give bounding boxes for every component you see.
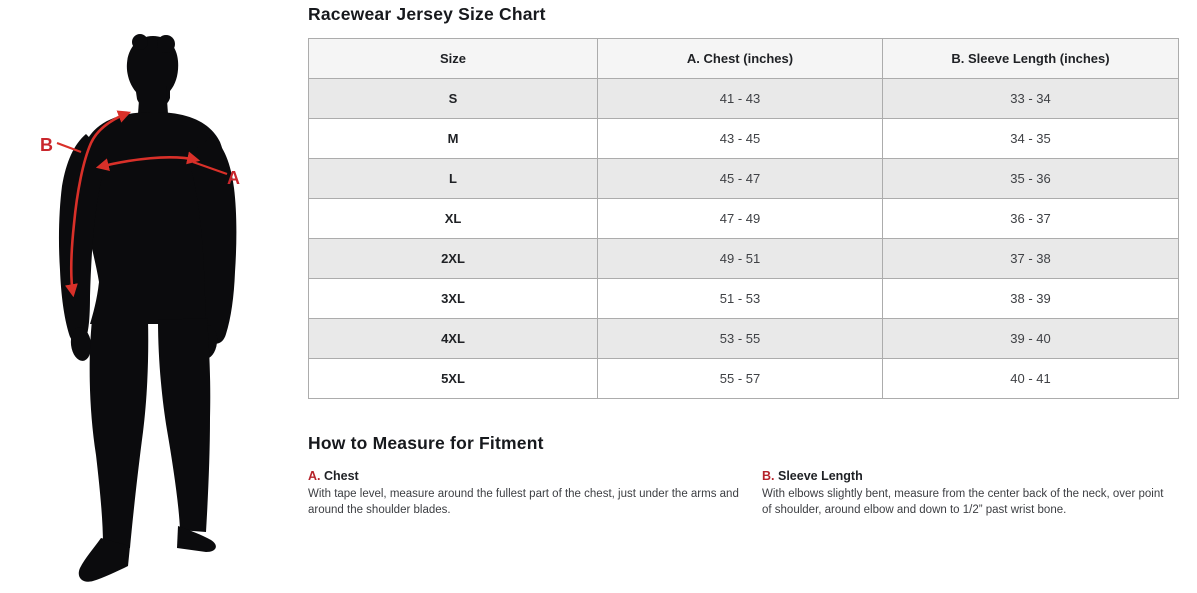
sleeve-cell: 35 - 36 bbox=[882, 158, 1179, 199]
table-header-row: Size A. Chest (inches) B. Sleeve Length … bbox=[308, 38, 1179, 79]
sleeve-cell: 37 - 38 bbox=[882, 238, 1179, 279]
chest-cell: 49 - 51 bbox=[597, 238, 883, 279]
measure-title-chest: A. Chest bbox=[308, 469, 762, 483]
chest-cell: 51 - 53 bbox=[597, 278, 883, 319]
measure-description-chest: With tape level, measure around the full… bbox=[308, 488, 739, 516]
size-cell: 3XL bbox=[308, 278, 598, 319]
sleeve-cell: 39 - 40 bbox=[882, 318, 1179, 359]
measure-title-sleeve: B. Sleeve Length bbox=[762, 469, 1178, 483]
table-row: S 41 - 43 33 - 34 bbox=[308, 78, 1179, 119]
table-row: 4XL 53 - 55 39 - 40 bbox=[308, 318, 1179, 359]
size-cell: XL bbox=[308, 198, 598, 239]
body-silhouette bbox=[58, 34, 237, 582]
size-cell: 5XL bbox=[308, 358, 598, 399]
size-cell: 4XL bbox=[308, 318, 598, 359]
size-cell: M bbox=[308, 118, 598, 159]
measure-item-sleeve: B. Sleeve Length With elbows slightly be… bbox=[762, 469, 1178, 518]
chest-cell: 55 - 57 bbox=[597, 358, 883, 399]
col-header-size: Size bbox=[308, 38, 598, 79]
col-header-sleeve: B. Sleeve Length (inches) bbox=[882, 38, 1179, 79]
chest-cell: 41 - 43 bbox=[597, 78, 883, 119]
sleeve-cell: 38 - 39 bbox=[882, 278, 1179, 319]
measure-item-chest: A. Chest With tape level, measure around… bbox=[308, 469, 762, 518]
size-cell: S bbox=[308, 78, 598, 119]
sleeve-cell: 36 - 37 bbox=[882, 198, 1179, 239]
col-header-chest: A. Chest (inches) bbox=[597, 38, 883, 79]
sleeve-cell: 34 - 35 bbox=[882, 118, 1179, 159]
figure-label-sleeve: B bbox=[40, 135, 53, 155]
measure-prefix-b: B. bbox=[762, 469, 775, 483]
figure-label-chest: A bbox=[227, 168, 240, 188]
measure-description-sleeve: With elbows slightly bent, measure from … bbox=[762, 488, 1164, 516]
table-row: XL 47 - 49 36 - 37 bbox=[308, 198, 1179, 239]
chest-cell: 53 - 55 bbox=[597, 318, 883, 359]
page-title: Racewear Jersey Size Chart bbox=[308, 4, 546, 24]
measure-title-text: Chest bbox=[323, 469, 359, 483]
measure-section-heading: How to Measure for Fitment bbox=[308, 433, 544, 453]
table-row: 3XL 51 - 53 38 - 39 bbox=[308, 278, 1179, 319]
sleeve-cell: 33 - 34 bbox=[882, 78, 1179, 119]
chest-measure-line bbox=[95, 151, 201, 172]
table-row: 5XL 55 - 57 40 - 41 bbox=[308, 358, 1179, 399]
measure-prefix-a: A. bbox=[308, 469, 321, 483]
size-chart-content: Racewear Jersey Size Chart Size A. Chest… bbox=[308, 0, 1179, 518]
chest-cell: 45 - 47 bbox=[597, 158, 883, 199]
sleeve-cell: 40 - 41 bbox=[882, 358, 1179, 399]
table-row: 2XL 49 - 51 37 - 38 bbox=[308, 238, 1179, 279]
chest-cell: 43 - 45 bbox=[597, 118, 883, 159]
sleeve-measure-line bbox=[64, 110, 132, 298]
table-row: M 43 - 45 34 - 35 bbox=[308, 118, 1179, 159]
size-cell: 2XL bbox=[308, 238, 598, 279]
body-measurement-diagram: B A bbox=[0, 0, 300, 593]
size-cell: L bbox=[308, 158, 598, 199]
measure-instructions: A. Chest With tape level, measure around… bbox=[308, 469, 1178, 518]
chest-label-pointer bbox=[192, 160, 228, 176]
sleeve-label-pointer bbox=[56, 141, 82, 154]
chest-cell: 47 - 49 bbox=[597, 198, 883, 239]
measure-title-text: Sleeve Length bbox=[777, 469, 863, 483]
table-row: L 45 - 47 35 - 36 bbox=[308, 158, 1179, 199]
size-chart-table: Size A. Chest (inches) B. Sleeve Length … bbox=[308, 38, 1179, 399]
body-silhouette-svg: B A bbox=[40, 34, 240, 582]
